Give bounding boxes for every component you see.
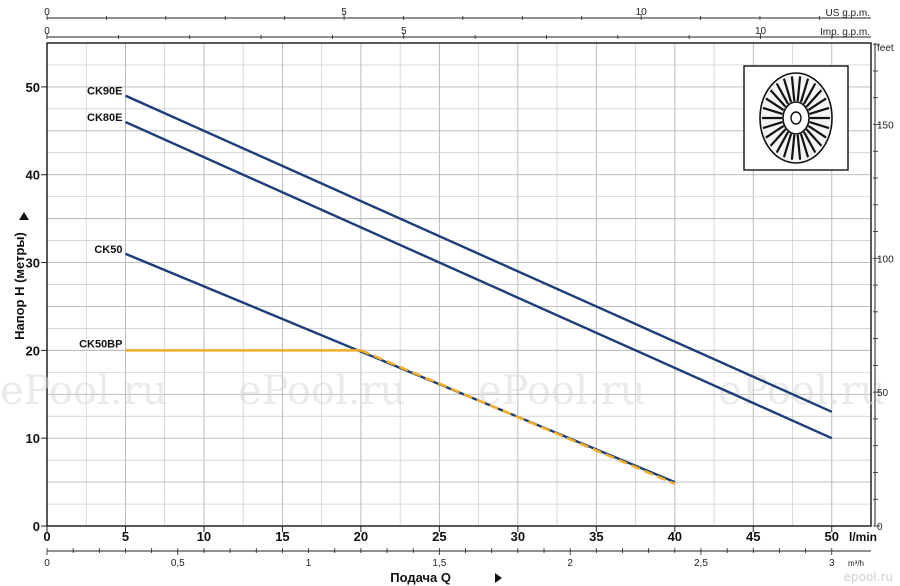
watermark-text: ePool.ru bbox=[718, 368, 886, 414]
x-tick-label: 40 bbox=[668, 529, 682, 544]
series-layer bbox=[124, 94, 833, 486]
x-tick-label: 25 bbox=[432, 529, 446, 544]
watermark-text: ePool.ru bbox=[478, 368, 646, 414]
plot-frame bbox=[46, 42, 872, 527]
impeller-vane bbox=[809, 121, 830, 130]
series-label-ck50: CK50 bbox=[94, 244, 122, 256]
y-tick-label: 40 bbox=[26, 168, 40, 183]
impeller-vane bbox=[799, 133, 810, 158]
y-feet-tick-label: 150 bbox=[877, 120, 894, 131]
x-tick-label: 20 bbox=[354, 529, 368, 544]
impeller-shaft bbox=[790, 111, 802, 125]
series-label-ck80e: CK80E bbox=[87, 112, 122, 124]
impeller-vane bbox=[799, 78, 810, 103]
impeller-vane bbox=[809, 106, 830, 115]
x-unit-imp-gpm: Imp. g.p.m. bbox=[820, 27, 870, 38]
impeller-icon bbox=[743, 65, 849, 171]
x-tick-label: 45 bbox=[746, 529, 760, 544]
y-tick-label: 50 bbox=[26, 80, 40, 95]
x-m3h-tick-label: 2 bbox=[567, 558, 573, 569]
x-imp-tick-label: 10 bbox=[755, 26, 767, 37]
impeller-vane bbox=[775, 131, 790, 154]
x-imp-tick-label: 5 bbox=[401, 26, 407, 37]
y-axis-title: Напор H (метры) bbox=[12, 232, 27, 340]
impeller-vane bbox=[782, 78, 793, 103]
impeller-vane bbox=[802, 82, 817, 105]
impeller-vane bbox=[802, 131, 817, 154]
impeller-vane bbox=[769, 89, 787, 108]
y-feet-tick-label: 100 bbox=[877, 254, 894, 265]
impeller-vane bbox=[807, 97, 827, 112]
impeller-vane bbox=[807, 124, 827, 139]
impeller-vane bbox=[796, 134, 802, 160]
x-m3h-tick-label: 0 bbox=[44, 558, 50, 569]
x-m3h-tick-label: 2,5 bbox=[694, 558, 708, 569]
series-line-ck90e bbox=[124, 94, 833, 413]
y-feet-tick-label: 0 bbox=[877, 522, 883, 533]
x-unit-us-gpm: US g.p.m. bbox=[826, 8, 870, 19]
x-tick-label: 50 bbox=[825, 529, 839, 544]
x-tick-label: 10 bbox=[197, 529, 211, 544]
y-unit-feet: feet bbox=[877, 43, 894, 54]
watermark-text: ePool.ru bbox=[0, 368, 168, 414]
impeller-vane bbox=[805, 128, 823, 147]
impeller-vane bbox=[765, 97, 785, 112]
x-axis-arrow-icon bbox=[495, 573, 502, 583]
x-imp-tick-label: 0 bbox=[44, 26, 50, 37]
brand-mark: epool.ru bbox=[844, 570, 893, 584]
series-line-ck50bp-dashed bbox=[360, 349, 676, 486]
grid bbox=[47, 43, 871, 526]
impeller-vane bbox=[790, 76, 796, 102]
series-label-ck90e: CK90E bbox=[87, 86, 122, 98]
series-line-ck80e bbox=[124, 120, 833, 440]
x-m3h-tick-label: 0,5 bbox=[171, 558, 185, 569]
x-m3h-tick-label: 1 bbox=[306, 558, 312, 569]
x-axis-title: Подача Q bbox=[390, 570, 451, 585]
impeller-vane bbox=[769, 128, 787, 147]
impeller-vane bbox=[762, 106, 783, 115]
x-unit-m3h: m³/h bbox=[848, 559, 864, 568]
x-tick-label: 35 bbox=[589, 529, 603, 544]
x-us-tick-label: 5 bbox=[341, 7, 347, 18]
y-tick-label: 20 bbox=[26, 343, 40, 358]
y-axis-arrow-icon bbox=[19, 212, 29, 220]
series-labels: CK90E CK80E CK50 CK50BP bbox=[79, 86, 122, 351]
x-us-tick-label: 10 bbox=[636, 7, 648, 18]
x-us-tick-label: 0 bbox=[44, 7, 50, 18]
x-tick-label: 15 bbox=[275, 529, 289, 544]
y-tick-label: 30 bbox=[26, 256, 40, 271]
x-tick-label: 5 bbox=[122, 529, 129, 544]
x-m3h-tick-label: 1,5 bbox=[432, 558, 446, 569]
y-tick-label: 10 bbox=[26, 431, 40, 446]
impeller-vane bbox=[796, 76, 802, 102]
x-tick-label: 30 bbox=[511, 529, 525, 544]
y-tick-label: 0 bbox=[33, 519, 40, 534]
watermark-layer: ePool.ru ePool.ru ePool.ru ePool.ru bbox=[0, 368, 886, 414]
watermark-text: ePool.ru bbox=[238, 368, 406, 414]
y-feet-tick-label: 50 bbox=[877, 388, 889, 399]
impeller-vane bbox=[805, 89, 823, 108]
tick-labels: 0 5 10 15 20 25 30 35 40 45 500 0,5 1 1,5 2 2,5 30 5 100 5 1… bbox=[26, 7, 895, 569]
x-m3h-tick-label: 3 bbox=[829, 558, 835, 569]
impeller-vane bbox=[790, 134, 796, 160]
impeller-vane bbox=[765, 124, 785, 139]
x-unit-lmin: l/min bbox=[849, 530, 877, 544]
series-label-ck50bp: CK50BP bbox=[79, 338, 122, 350]
impeller-vane bbox=[775, 82, 790, 105]
x-tick-label: 0 bbox=[43, 529, 50, 544]
impeller-vane bbox=[782, 133, 793, 158]
impeller-vane bbox=[762, 121, 783, 130]
